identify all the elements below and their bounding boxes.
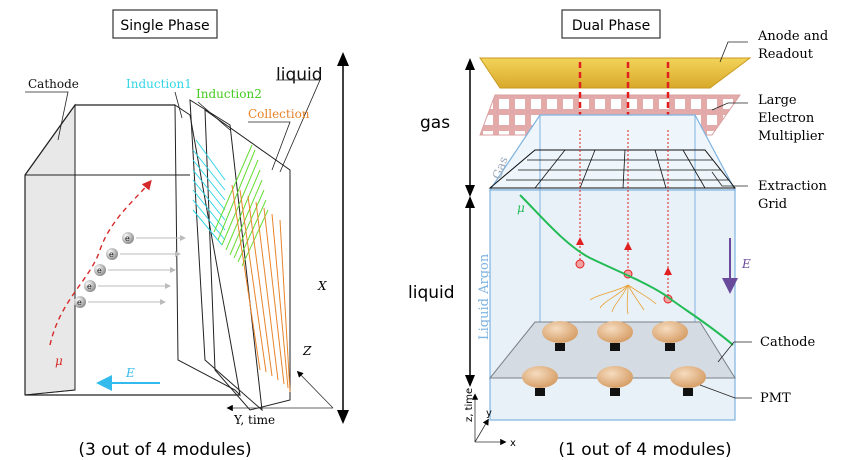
efield-label: E: [125, 366, 135, 380]
pmts: [522, 321, 706, 396]
liquid-leader: [276, 79, 321, 173]
muon-track: [519, 194, 734, 346]
cathode-leader: [25, 91, 69, 141]
x-axis-arrow-bottom: [337, 410, 349, 424]
x-axis-label: x: [510, 438, 516, 449]
svg-text:e: e: [97, 266, 102, 275]
dual-phase-panel: Dual Phase: [408, 9, 828, 460]
svg-text:e: e: [87, 282, 92, 291]
efield-label: E: [741, 257, 751, 271]
svg-text:e: e: [125, 234, 130, 243]
svg-text:e: e: [77, 298, 82, 307]
anode-label-line2: Readout: [758, 47, 814, 62]
induction1-wires: [192, 139, 226, 246]
z-axis-label: z, time: [464, 388, 475, 422]
induction1-plane: [174, 104, 241, 397]
drift-arrows: [576, 237, 672, 275]
dual-title-box: [561, 9, 661, 39]
right-leaders: [699, 41, 752, 399]
induction2-leader: [197, 101, 231, 131]
gas-arrow-bottom: [465, 185, 475, 197]
induction2-plane: [189, 99, 263, 412]
grid-label-line1: Extraction: [758, 179, 827, 194]
cathode-label: Cathode: [28, 77, 79, 91]
single-title: Single Phase: [120, 18, 209, 34]
single-caption: (3 out of 4 modules): [78, 440, 251, 460]
scintillation-light: [589, 284, 657, 315]
drift-lines-top: [578, 62, 670, 130]
svg-text:e: e: [109, 250, 114, 259]
anode-label-line1: Anode and: [757, 29, 828, 44]
single-phase-panel: Single Phase: [24, 9, 349, 460]
anode-plane: [479, 57, 752, 89]
dual-caption: (1 out of 4 modules): [558, 440, 731, 460]
induction1-leader: [174, 91, 183, 119]
induction1-label: Induction1: [126, 77, 192, 91]
box-edge: [24, 389, 76, 396]
collection-wires: [231, 184, 291, 393]
extraction-grid-lines: [506, 149, 729, 189]
lem-label-line1: Large: [758, 93, 797, 108]
liquid-region-label: liquid: [408, 283, 455, 303]
induction2-label: Induction2: [196, 87, 262, 101]
x-axis-label: X: [317, 279, 327, 293]
z-axis-label: Z: [302, 344, 312, 358]
liquid-label: liquid: [276, 65, 323, 85]
single-title-box: [112, 9, 218, 39]
y-axis-label: y: [486, 408, 492, 419]
y-axis-arrow: [474, 418, 489, 443]
induction2-wires: [213, 144, 269, 267]
cathode-label: Cathode: [760, 335, 815, 350]
grid-label-line2: Grid: [758, 197, 787, 212]
gas-region-label: gas: [420, 113, 450, 133]
gas-arrow-top: [465, 58, 475, 70]
extraction-grid: [488, 149, 737, 189]
electrons: [74, 232, 186, 308]
dual-title: Dual Phase: [572, 18, 650, 34]
liquid-arrow-top: [465, 196, 475, 208]
y-axis-label: Y, time: [233, 413, 275, 427]
muon-label: μ: [517, 201, 525, 215]
electron-symbols: e e e e e: [77, 234, 130, 307]
collection-leader: [248, 121, 291, 171]
cathode-plane: [24, 103, 76, 396]
lem-label-line3: Multiplier: [758, 129, 825, 144]
z-axis-arrow: [296, 370, 334, 409]
collection-label: Collection: [248, 107, 310, 121]
liquid-argon-side-label: Liquid Argon: [477, 253, 492, 340]
muon-label: μ: [55, 354, 63, 368]
liquid-arrow-bottom: [465, 375, 475, 387]
lem-label-line2: Electron: [758, 111, 815, 126]
x-axis-arrow-top: [337, 52, 349, 66]
pmt-label: PMT: [760, 391, 791, 406]
